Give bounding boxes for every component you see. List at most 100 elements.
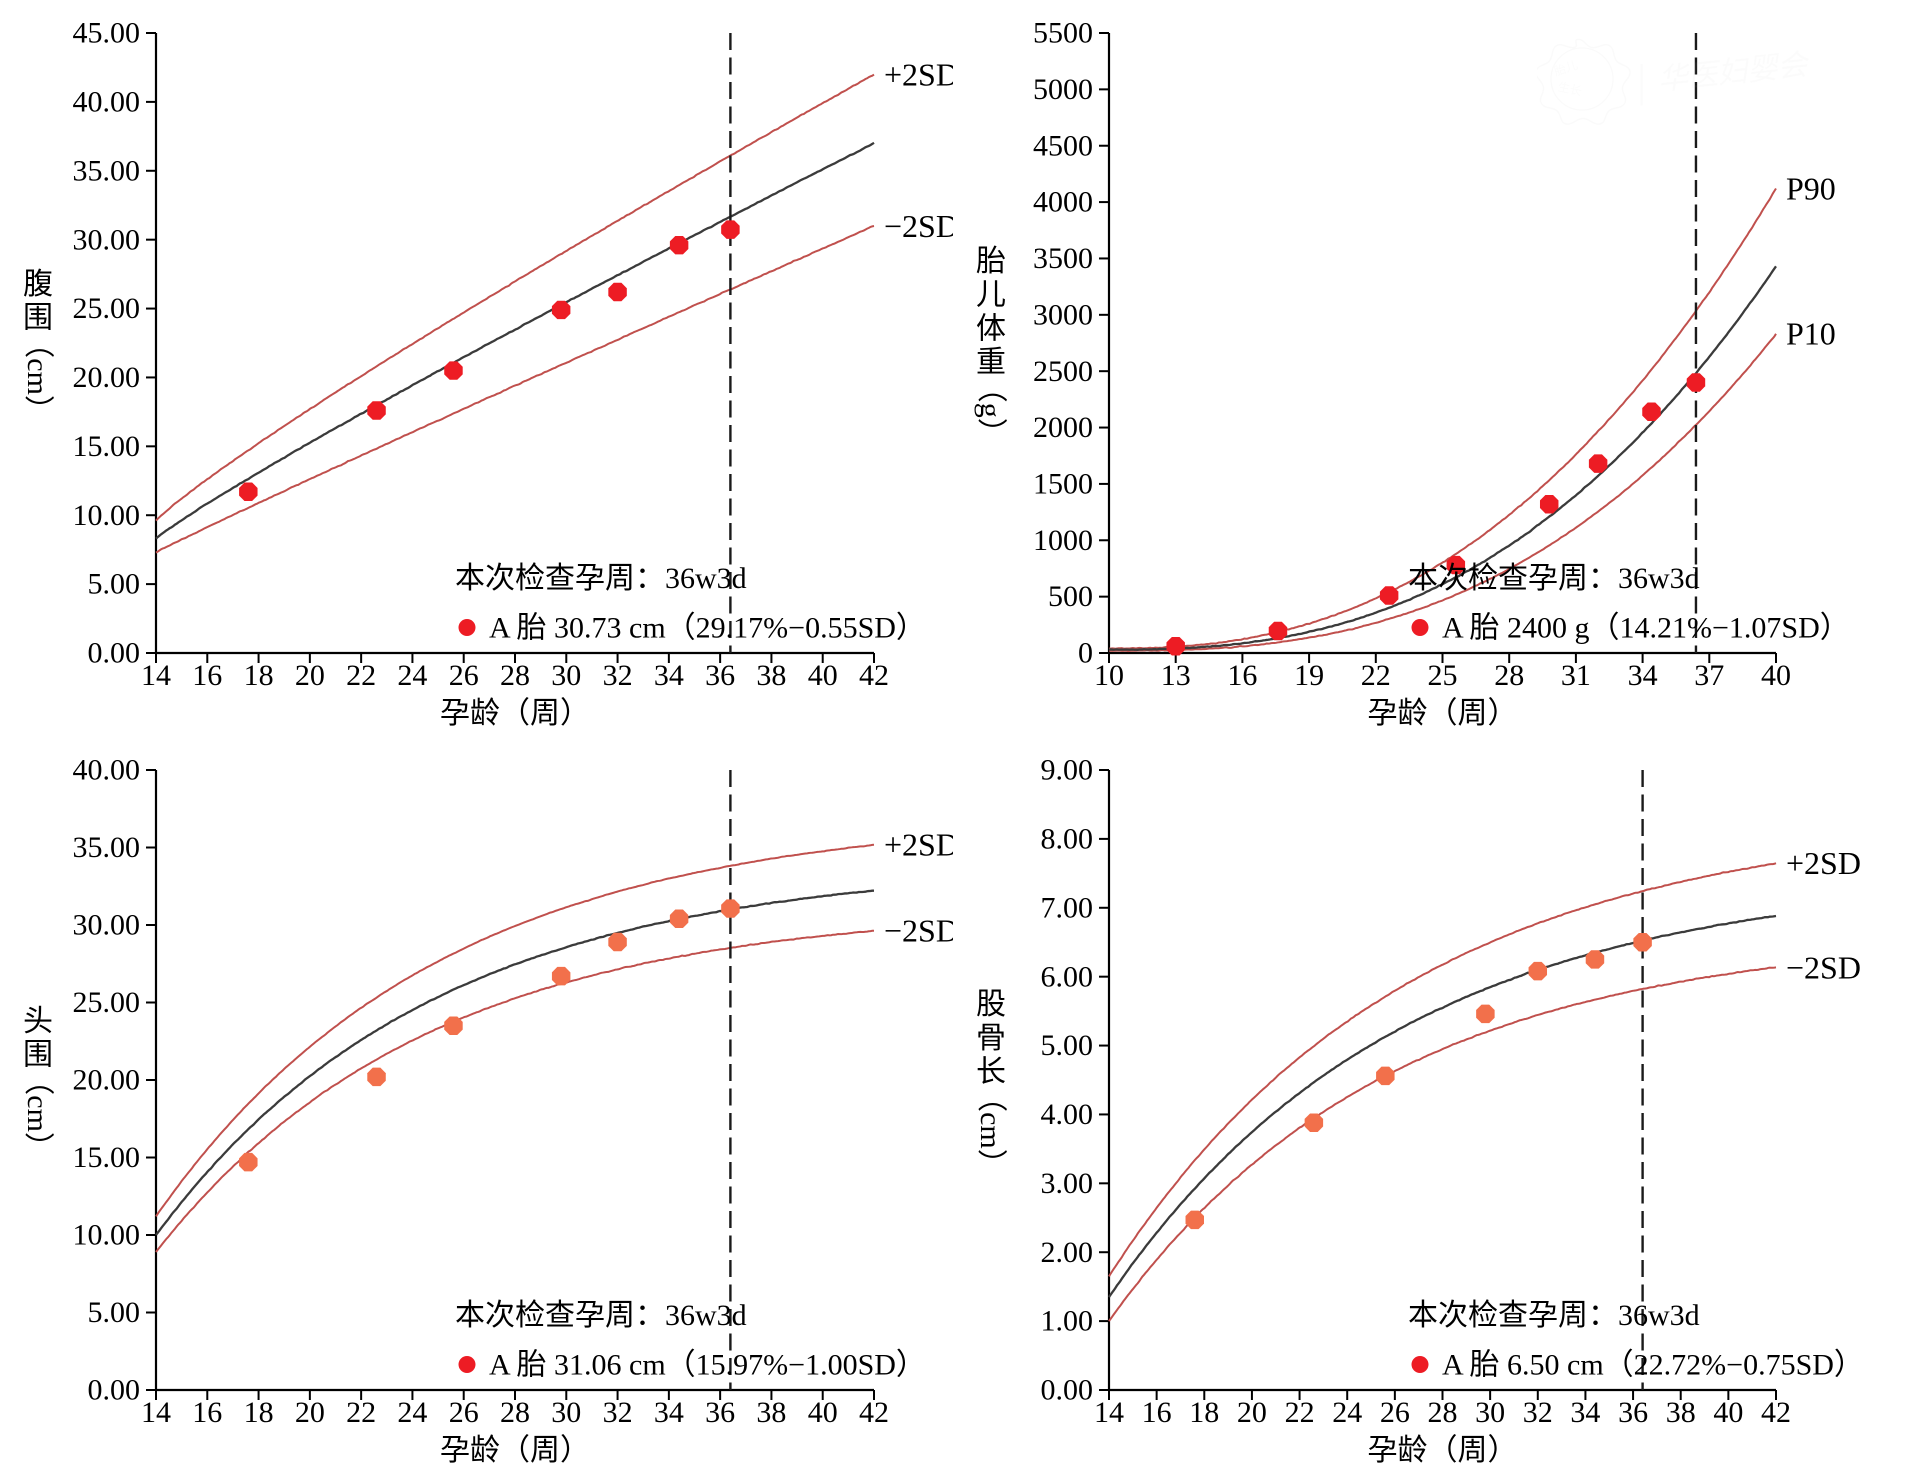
svg-text:A 胎 31.06 cm（15.97%−1.00SD）: A 胎 31.06 cm（15.97%−1.00SD） — [489, 1349, 926, 1382]
svg-text:20: 20 — [295, 659, 325, 692]
svg-text:16: 16 — [1227, 659, 1257, 692]
svg-text:本次检查孕周：36w3d: 本次检查孕周：36w3d — [1408, 1299, 1700, 1332]
svg-text:生长: 生长 — [1557, 80, 1583, 99]
svg-text:22: 22 — [1361, 659, 1391, 692]
svg-text:20: 20 — [1237, 1396, 1267, 1429]
svg-text:22: 22 — [346, 1396, 376, 1429]
svg-text:16: 16 — [192, 659, 222, 692]
svg-text:（cm）: （cm） — [974, 1082, 1007, 1179]
svg-text:28: 28 — [1494, 659, 1524, 692]
svg-text:−2SD: −2SD — [1786, 949, 1861, 985]
svg-text:42: 42 — [859, 1396, 889, 1429]
svg-text:24: 24 — [1332, 1396, 1362, 1429]
svg-text:26: 26 — [1380, 1396, 1410, 1429]
svg-text:34: 34 — [654, 659, 684, 692]
svg-text:0.00: 0.00 — [1041, 1374, 1094, 1407]
svg-text:孕龄（周）: 孕龄（周） — [1368, 697, 1518, 730]
svg-text:4500: 4500 — [1033, 129, 1093, 162]
svg-text:孕龄（周）: 孕龄（周） — [1368, 1434, 1518, 1467]
svg-text:28: 28 — [1428, 1396, 1458, 1429]
svg-text:24: 24 — [397, 1396, 427, 1429]
svg-text:22: 22 — [1285, 1396, 1315, 1429]
svg-text:2.00: 2.00 — [1041, 1236, 1094, 1269]
svg-text:（g）: （g） — [974, 373, 1007, 448]
svg-text:2500: 2500 — [1033, 355, 1093, 388]
svg-text:37: 37 — [1694, 659, 1724, 692]
svg-text:40: 40 — [1761, 659, 1791, 692]
svg-text:45.00: 45.00 — [73, 17, 141, 50]
svg-text:31: 31 — [1561, 659, 1591, 692]
svg-text:10: 10 — [1094, 659, 1124, 692]
svg-text:18: 18 — [244, 659, 274, 692]
svg-text:腹: 腹 — [23, 268, 53, 301]
svg-text:孕龄（周）: 孕龄（周） — [440, 1434, 590, 1467]
svg-text:骨: 骨 — [976, 1022, 1006, 1055]
svg-text:头: 头 — [23, 1005, 53, 1038]
svg-text:30: 30 — [551, 659, 581, 692]
svg-text:15.00: 15.00 — [73, 1141, 141, 1174]
svg-text:1.00: 1.00 — [1041, 1305, 1094, 1338]
svg-text:30.00: 30.00 — [73, 223, 141, 256]
svg-text:19: 19 — [1294, 659, 1324, 692]
svg-text:5000: 5000 — [1033, 73, 1093, 106]
svg-text:|: | — [1637, 55, 1646, 106]
svg-text:14: 14 — [1094, 1396, 1124, 1429]
svg-text:20: 20 — [295, 1396, 325, 1429]
svg-text:2000: 2000 — [1033, 411, 1093, 444]
svg-text:儿: 儿 — [976, 279, 1006, 312]
svg-text:5.00: 5.00 — [1041, 1029, 1094, 1062]
svg-text:24: 24 — [397, 659, 427, 692]
svg-text:18: 18 — [1189, 1396, 1219, 1429]
svg-text:36: 36 — [705, 1396, 735, 1429]
svg-text:16: 16 — [192, 1396, 222, 1429]
svg-text:40: 40 — [1713, 1396, 1743, 1429]
svg-text:34: 34 — [1570, 1396, 1600, 1429]
svg-text:34: 34 — [654, 1396, 684, 1429]
svg-text:18: 18 — [244, 1396, 274, 1429]
svg-text:32: 32 — [603, 1396, 633, 1429]
svg-text:35.00: 35.00 — [73, 154, 141, 187]
svg-text:10.00: 10.00 — [73, 1219, 141, 1252]
svg-text:P90: P90 — [1786, 170, 1836, 206]
svg-text:38: 38 — [756, 659, 786, 692]
svg-text:20.00: 20.00 — [73, 1064, 141, 1097]
svg-text:8.00: 8.00 — [1041, 822, 1094, 855]
svg-text:40.00: 40.00 — [73, 754, 141, 787]
svg-text:14: 14 — [141, 659, 171, 692]
svg-text:体: 体 — [976, 312, 1006, 345]
svg-text:38: 38 — [756, 1396, 786, 1429]
svg-text:40.00: 40.00 — [73, 85, 141, 118]
svg-text:25.00: 25.00 — [73, 292, 141, 325]
svg-text:32: 32 — [603, 659, 633, 692]
svg-text:13: 13 — [1161, 659, 1191, 692]
svg-text:5500: 5500 — [1033, 17, 1093, 50]
svg-text:0: 0 — [1078, 637, 1093, 670]
svg-text:−2SD: −2SD — [884, 913, 953, 949]
svg-text:30: 30 — [551, 1396, 581, 1429]
svg-text:9.00: 9.00 — [1041, 754, 1094, 787]
svg-text:20.00: 20.00 — [73, 361, 141, 394]
svg-text:4000: 4000 — [1033, 186, 1093, 219]
svg-text:30: 30 — [1475, 1396, 1505, 1429]
svg-text:（cm）: （cm） — [21, 328, 54, 425]
svg-text:（cm）: （cm） — [21, 1065, 54, 1162]
svg-text:孕龄（周）: 孕龄（周） — [440, 697, 590, 730]
svg-text:26: 26 — [449, 659, 479, 692]
svg-text:本次检查孕周：36w3d: 本次检查孕周：36w3d — [455, 562, 747, 595]
svg-text:36: 36 — [1618, 1396, 1648, 1429]
svg-text:胎: 胎 — [976, 245, 1006, 278]
svg-text:3000: 3000 — [1033, 298, 1093, 331]
svg-text:5.00: 5.00 — [88, 1296, 141, 1329]
svg-text:0.00: 0.00 — [88, 637, 141, 670]
svg-text:华医妇婴会: 华医妇婴会 — [1656, 48, 1812, 97]
svg-text:P10: P10 — [1786, 316, 1836, 352]
svg-text:股: 股 — [976, 988, 1006, 1021]
svg-text:−2SD: −2SD — [884, 208, 953, 244]
svg-text:26: 26 — [449, 1396, 479, 1429]
svg-text:3.00: 3.00 — [1041, 1167, 1094, 1200]
svg-text:1500: 1500 — [1033, 468, 1093, 501]
svg-text:+2SD: +2SD — [1786, 845, 1861, 881]
svg-text:A 胎 6.50 cm（22.72%−0.75SD）: A 胎 6.50 cm（22.72%−0.75SD） — [1442, 1349, 1864, 1382]
svg-text:1000: 1000 — [1033, 524, 1093, 557]
svg-text:6.00: 6.00 — [1041, 960, 1094, 993]
